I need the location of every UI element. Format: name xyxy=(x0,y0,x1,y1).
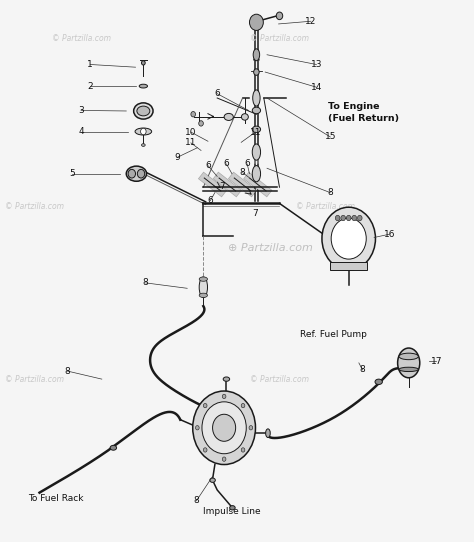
Text: 8: 8 xyxy=(360,365,365,375)
Ellipse shape xyxy=(229,506,235,510)
Text: 10: 10 xyxy=(185,127,197,137)
Circle shape xyxy=(241,448,245,452)
Circle shape xyxy=(249,14,264,30)
Circle shape xyxy=(202,402,246,454)
Text: 11: 11 xyxy=(185,138,197,147)
Text: © Partzilla.com: © Partzilla.com xyxy=(5,202,64,211)
Text: 7: 7 xyxy=(219,182,225,191)
Text: 3: 3 xyxy=(78,106,84,115)
Ellipse shape xyxy=(252,165,261,182)
Text: 6: 6 xyxy=(205,161,211,170)
Ellipse shape xyxy=(252,126,261,133)
Text: © Partzilla.com: © Partzilla.com xyxy=(296,202,355,211)
Circle shape xyxy=(199,121,203,126)
Circle shape xyxy=(352,215,356,221)
Circle shape xyxy=(331,218,366,259)
Circle shape xyxy=(141,128,146,135)
Ellipse shape xyxy=(241,114,248,120)
Text: (Fuel Return): (Fuel Return) xyxy=(328,113,399,122)
Ellipse shape xyxy=(199,293,208,298)
Circle shape xyxy=(203,448,207,452)
Text: 8: 8 xyxy=(143,279,148,287)
Text: 16: 16 xyxy=(383,230,395,238)
Circle shape xyxy=(193,391,255,464)
Ellipse shape xyxy=(199,277,208,281)
Circle shape xyxy=(128,169,136,178)
Text: 8: 8 xyxy=(64,366,70,376)
Ellipse shape xyxy=(139,84,147,88)
Text: 8: 8 xyxy=(328,188,333,197)
Ellipse shape xyxy=(135,128,152,135)
Text: To Fuel Rack: To Fuel Rack xyxy=(28,494,83,502)
Text: 8: 8 xyxy=(240,168,246,177)
Circle shape xyxy=(346,215,351,221)
Text: 17: 17 xyxy=(431,357,442,366)
Text: 6: 6 xyxy=(244,159,250,169)
Circle shape xyxy=(222,457,226,461)
Circle shape xyxy=(191,112,195,117)
Circle shape xyxy=(322,207,375,270)
Circle shape xyxy=(142,61,145,65)
Text: 15: 15 xyxy=(325,132,336,141)
Ellipse shape xyxy=(253,49,260,61)
Circle shape xyxy=(254,69,259,75)
Text: 12: 12 xyxy=(305,17,317,25)
Text: 6: 6 xyxy=(208,196,213,205)
Text: To Engine: To Engine xyxy=(328,101,380,111)
Circle shape xyxy=(335,215,340,221)
Ellipse shape xyxy=(252,144,261,160)
Circle shape xyxy=(276,12,283,20)
Ellipse shape xyxy=(110,446,117,450)
Ellipse shape xyxy=(223,377,229,381)
Text: 6: 6 xyxy=(224,159,229,169)
Text: 9: 9 xyxy=(174,153,180,162)
Ellipse shape xyxy=(399,353,419,360)
Text: © Partzilla.com: © Partzilla.com xyxy=(5,375,64,384)
Text: 11: 11 xyxy=(250,127,261,137)
FancyBboxPatch shape xyxy=(330,262,367,270)
Ellipse shape xyxy=(142,144,145,146)
Circle shape xyxy=(357,215,362,221)
Ellipse shape xyxy=(252,107,261,114)
Circle shape xyxy=(249,425,253,430)
Circle shape xyxy=(241,403,245,408)
Text: Ref. Fuel Pump: Ref. Fuel Pump xyxy=(300,330,367,339)
Ellipse shape xyxy=(224,113,233,120)
Circle shape xyxy=(222,394,226,398)
Ellipse shape xyxy=(399,367,419,372)
Text: 1: 1 xyxy=(87,60,93,69)
Text: 14: 14 xyxy=(311,83,322,92)
Text: © Partzilla.com: © Partzilla.com xyxy=(52,34,110,43)
Circle shape xyxy=(195,425,199,430)
Text: 6: 6 xyxy=(214,89,220,98)
Ellipse shape xyxy=(375,379,383,384)
Ellipse shape xyxy=(137,106,150,116)
Ellipse shape xyxy=(265,429,270,437)
Text: 2: 2 xyxy=(88,82,93,91)
Ellipse shape xyxy=(398,348,420,378)
Ellipse shape xyxy=(134,103,153,119)
Text: 7: 7 xyxy=(252,209,258,218)
Text: ⊕ Partzilla.com: ⊕ Partzilla.com xyxy=(228,243,313,253)
Ellipse shape xyxy=(199,277,208,298)
Circle shape xyxy=(137,169,145,178)
Text: 8: 8 xyxy=(193,496,199,505)
Ellipse shape xyxy=(210,478,215,482)
Ellipse shape xyxy=(126,166,146,181)
Text: 5: 5 xyxy=(69,169,75,178)
Circle shape xyxy=(212,414,236,441)
Text: © Partzilla.com: © Partzilla.com xyxy=(250,375,309,384)
Text: Impulse Line: Impulse Line xyxy=(203,507,261,516)
Text: 4: 4 xyxy=(78,127,84,136)
Text: © Partzilla.com: © Partzilla.com xyxy=(250,34,309,43)
Ellipse shape xyxy=(253,90,260,106)
Text: 13: 13 xyxy=(310,60,322,69)
Circle shape xyxy=(341,215,346,221)
Circle shape xyxy=(203,403,207,408)
